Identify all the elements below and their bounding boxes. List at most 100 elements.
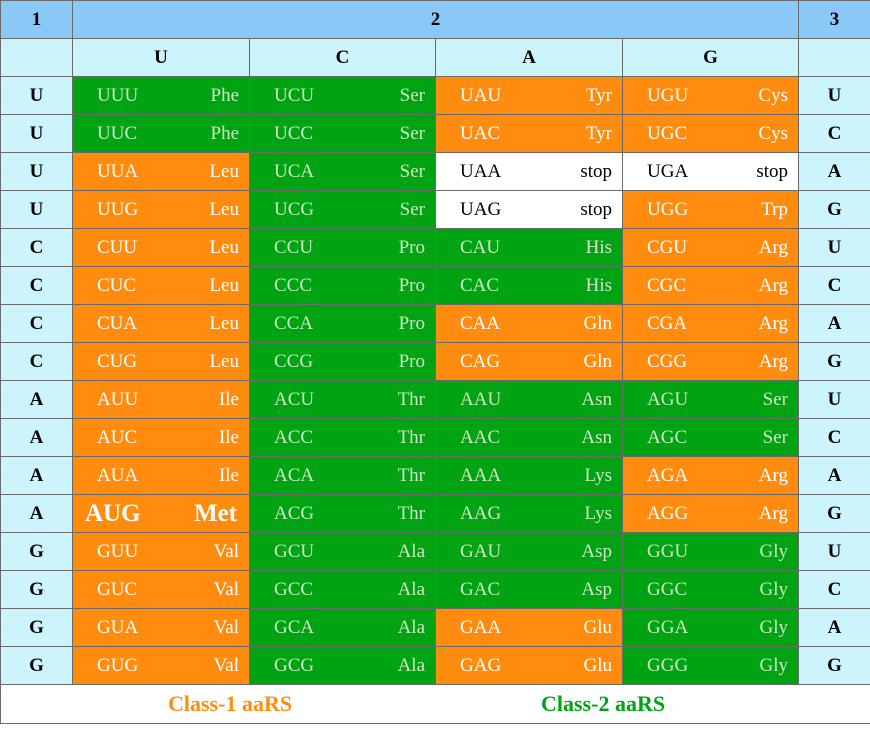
legend-class-2-aars: Class-2 aaRS <box>541 691 666 716</box>
amino-acid-label: Val <box>213 616 239 638</box>
first-base-label: U <box>0 190 73 229</box>
third-base-label: C <box>798 114 870 153</box>
amino-acid-label: Leu <box>209 160 239 182</box>
codon-cell: GAG Glu <box>435 646 623 685</box>
third-base-label: G <box>798 342 870 381</box>
amino-acid-label: Lys <box>584 464 612 486</box>
codon-cell: GUU Val <box>72 532 250 571</box>
first-base-label: G <box>0 646 73 685</box>
codon-label: CGC <box>647 274 687 296</box>
codon-row: A AUG Met ACG Thr AAG Lys AGG Arg G <box>0 494 870 533</box>
codon-cell: CUA Leu <box>72 304 250 343</box>
codon-cell: GGG Gly <box>622 646 799 685</box>
codon-label: UGC <box>647 122 688 144</box>
amino-acid-label: Gly <box>759 578 789 600</box>
position-3-header: 3 <box>798 0 870 39</box>
codon-label: UCU <box>274 84 315 106</box>
amino-acid-label: stop <box>580 160 612 182</box>
codon-cell: AAC Asn <box>435 418 623 457</box>
codon-label: GAU <box>460 540 502 562</box>
codon-label: GAG <box>460 654 502 676</box>
legend: Class-1 aaRS Class-2 aaRS <box>0 684 870 724</box>
amino-acid-label: Ala <box>397 540 425 562</box>
legend-class-1-aars: Class-1 aaRS <box>168 691 293 716</box>
codon-row: C CUC Leu CCC Pro CAC His CGC Arg C <box>0 266 870 305</box>
amino-acid-label: Thr <box>397 502 425 524</box>
codon-cell: UGG Trp <box>622 190 799 229</box>
codon-row: C CUU Leu CCU Pro CAU His CGU Arg U <box>0 228 870 267</box>
codon-label: AGC <box>647 426 688 448</box>
amino-acid-label: Ala <box>397 578 425 600</box>
codon-cell: CCA Pro <box>249 304 436 343</box>
codon-cell: CGC Arg <box>622 266 799 305</box>
codon-cell: AGA Arg <box>622 456 799 495</box>
second-base-a: A <box>435 38 623 77</box>
codon-label: CGA <box>647 312 688 334</box>
codon-cell: UGA stop <box>622 152 799 191</box>
third-base-label: C <box>798 418 870 457</box>
codon-label: UCG <box>274 198 315 220</box>
codon-cell: AUG Met <box>72 494 250 533</box>
codon-cell: AAU Asn <box>435 380 623 419</box>
amino-acid-label: Thr <box>397 464 425 486</box>
position-1-header: 1 <box>0 0 73 39</box>
amino-acid-label: Val <box>213 654 239 676</box>
codon-cell: UGC Cys <box>622 114 799 153</box>
codon-label: CUA <box>97 312 138 334</box>
third-base-label: C <box>798 266 870 305</box>
amino-acid-label: Arg <box>758 464 788 486</box>
codon-cell: UUA Leu <box>72 152 250 191</box>
codon-row: A AUA Ile ACA Thr AAA Lys AGA Arg A <box>0 456 870 495</box>
codon-label: AGA <box>647 464 689 486</box>
codon-cell: CCC Pro <box>249 266 436 305</box>
amino-acid-label: Ser <box>399 198 425 220</box>
corner-empty-left <box>0 38 73 77</box>
codon-label: UAG <box>460 198 502 220</box>
codon-label: AAA <box>460 464 502 486</box>
codon-label: UAU <box>460 84 502 106</box>
codon-cell: GCC Ala <box>249 570 436 609</box>
codon-cell: CUC Leu <box>72 266 250 305</box>
amino-acid-label: Gly <box>759 616 789 638</box>
genetic-code-table: 1 2 3 U C A G U UUU Phe UCU Ser UAU Tyr UGU Cys U… <box>0 0 870 724</box>
codon-cell: GAU Asp <box>435 532 623 571</box>
first-base-label: C <box>0 228 73 267</box>
amino-acid-label: Ile <box>218 388 239 410</box>
codon-label: UUA <box>97 160 139 182</box>
codon-row: A AUC Ile ACC Thr AAC Asn AGC Ser C <box>0 418 870 457</box>
amino-acid-label: Ala <box>397 616 425 638</box>
codon-cell: CCG Pro <box>249 342 436 381</box>
third-base-label: A <box>798 304 870 343</box>
codon-row: C CUA Leu CCA Pro CAA Gln CGA Arg A <box>0 304 870 343</box>
codon-label: CUU <box>97 236 138 258</box>
codon-cell: CAC His <box>435 266 623 305</box>
amino-acid-label: Pro <box>398 274 425 296</box>
codon-row: G GUG Val GCG Ala GAG Glu GGG Gly G <box>0 646 870 685</box>
amino-acid-label: Ala <box>397 654 425 676</box>
first-base-label: A <box>0 494 73 533</box>
third-base-label: G <box>798 646 870 685</box>
codon-label: CUC <box>97 274 137 296</box>
amino-acid-label: Cys <box>758 122 788 144</box>
codon-cell: GCG Ala <box>249 646 436 685</box>
codon-label: UCA <box>274 160 315 182</box>
amino-acid-label: Gln <box>583 350 613 372</box>
amino-acid-label: Leu <box>209 274 239 296</box>
codon-cell: UAC Tyr <box>435 114 623 153</box>
codon-row: A AUU Ile ACU Thr AAU Asn AGU Ser U <box>0 380 870 419</box>
codon-label: AAU <box>460 388 502 410</box>
amino-acid-label: Met <box>193 499 237 527</box>
codon-cell: GAA Glu <box>435 608 623 647</box>
codon-cell: UAG stop <box>435 190 623 229</box>
amino-acid-label: Asn <box>581 388 612 410</box>
codon-cell: GUG Val <box>72 646 250 685</box>
codon-label: UUC <box>97 122 138 144</box>
amino-acid-label: Asp <box>581 540 612 562</box>
codon-label: ACA <box>274 464 315 486</box>
amino-acid-label: Val <box>213 540 239 562</box>
codon-label: UGA <box>647 160 689 182</box>
codon-cell: UCU Ser <box>249 76 436 115</box>
amino-acid-label: Pro <box>398 312 425 334</box>
codon-label: AAG <box>460 502 502 524</box>
codon-label: GAA <box>460 616 502 638</box>
